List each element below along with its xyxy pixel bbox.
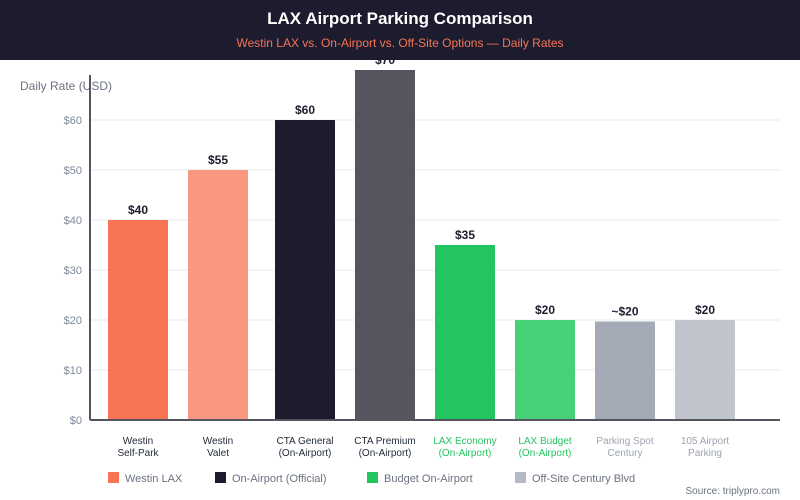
y-tick-label: $20 xyxy=(64,315,82,327)
y-tick-label: $40 xyxy=(64,215,82,227)
y-tick-label: $30 xyxy=(64,265,82,277)
y-tick-label: $10 xyxy=(64,365,82,377)
x-tick-label: (On-Airport) xyxy=(439,448,492,459)
legend-swatch xyxy=(515,472,526,483)
x-tick-label: (On-Airport) xyxy=(279,448,332,459)
bar xyxy=(675,320,735,420)
x-tick-label: Westin xyxy=(123,436,153,447)
legend-swatch xyxy=(367,472,378,483)
bar xyxy=(435,245,495,420)
y-axis-label: Daily Rate (USD) xyxy=(20,79,112,93)
data-label: $20 xyxy=(535,303,555,317)
x-tick-label: (On-Airport) xyxy=(359,448,412,459)
data-label: $55 xyxy=(208,153,228,167)
chart-title: LAX Airport Parking Comparison xyxy=(267,9,533,28)
bar xyxy=(188,170,248,420)
x-tick-label: CTA General xyxy=(276,436,333,447)
x-tick-label: Century xyxy=(607,448,642,459)
legend-swatch xyxy=(108,472,119,483)
bar xyxy=(275,120,335,420)
x-tick-label: Valet xyxy=(207,448,229,459)
x-tick-label: Parking xyxy=(688,448,722,459)
source-note: Source: triplypro.com xyxy=(685,486,780,497)
data-label: $40 xyxy=(128,203,148,217)
y-tick-label: $0 xyxy=(70,415,82,427)
x-tick-label: LAX Economy xyxy=(433,436,496,447)
data-label: $20 xyxy=(695,303,715,317)
data-label: $60 xyxy=(295,103,315,117)
legend-swatch xyxy=(215,472,226,483)
x-tick-label: CTA Premium xyxy=(354,436,416,447)
bar xyxy=(108,220,168,420)
x-tick-label: Westin xyxy=(203,436,233,447)
x-tick-label: 105 Airport xyxy=(681,436,730,447)
x-tick-label: Parking Spot xyxy=(596,436,653,447)
x-tick-label: Self-Park xyxy=(117,448,159,459)
x-tick-label: (On-Airport) xyxy=(519,448,572,459)
y-tick-label: $50 xyxy=(64,165,82,177)
bar xyxy=(355,70,415,420)
data-label: $35 xyxy=(455,228,475,242)
legend-label: Budget On-Airport xyxy=(384,473,473,485)
chart-header: LAX Airport Parking Comparison Westin LA… xyxy=(0,0,800,60)
bar xyxy=(515,320,575,420)
legend-label: Off-Site Century Blvd xyxy=(532,473,635,485)
legend-label: Westin LAX xyxy=(125,473,183,485)
bar xyxy=(595,321,655,420)
data-label: ~$20 xyxy=(611,305,638,319)
legend-label: On-Airport (Official) xyxy=(232,473,327,485)
x-tick-label: LAX Budget xyxy=(518,436,572,447)
chart-subtitle: Westin LAX vs. On-Airport vs. Off-Site O… xyxy=(236,36,564,50)
y-tick-label: $60 xyxy=(64,115,82,127)
